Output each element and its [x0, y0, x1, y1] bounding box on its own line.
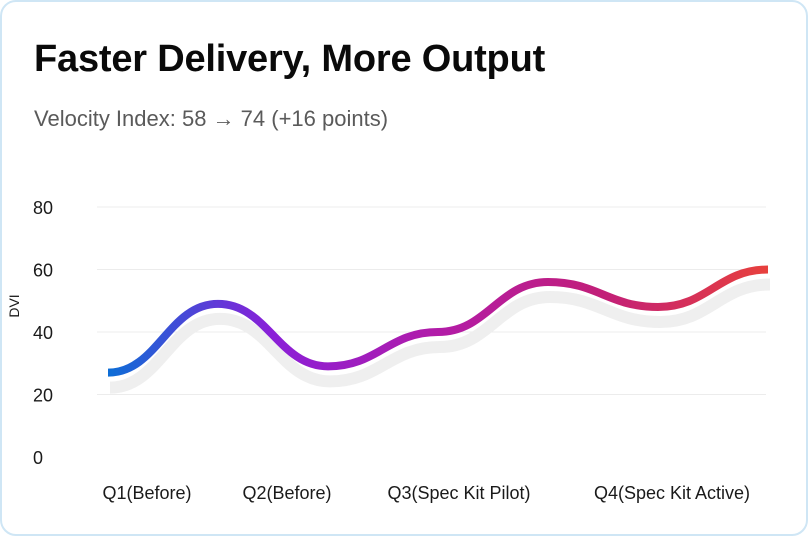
y-axis-ticks: 0 20 40 60 80: [33, 198, 53, 468]
grid: [97, 206, 766, 395]
x-tick-label: Q1(Before): [102, 483, 191, 503]
x-tick-label: Q3(Spec Kit Pilot): [387, 483, 530, 503]
y-tick-label: 20: [33, 386, 53, 406]
x-tick-label: Q4(Spec Kit Active): [594, 483, 750, 503]
series-line-dvi: [107, 265, 769, 377]
y-tick-label: 80: [33, 198, 53, 218]
chart-title: Faster Delivery, More Output: [34, 38, 546, 80]
y-axis-label: DVI: [6, 294, 22, 317]
series-shadow: [109, 278, 771, 394]
x-tick-label: Q2(Before): [242, 483, 331, 503]
series-lines: [107, 265, 771, 394]
y-tick-label: 0: [33, 448, 43, 468]
x-axis-ticks: Q1(Before) Q2(Before) Q3(Spec Kit Pilot) Q4…: [102, 483, 750, 503]
y-tick-label: 40: [33, 323, 53, 343]
y-tick-label: 60: [33, 261, 53, 281]
chart-subtitle: Velocity Index: 58 → 74 (+16 points): [34, 106, 389, 131]
